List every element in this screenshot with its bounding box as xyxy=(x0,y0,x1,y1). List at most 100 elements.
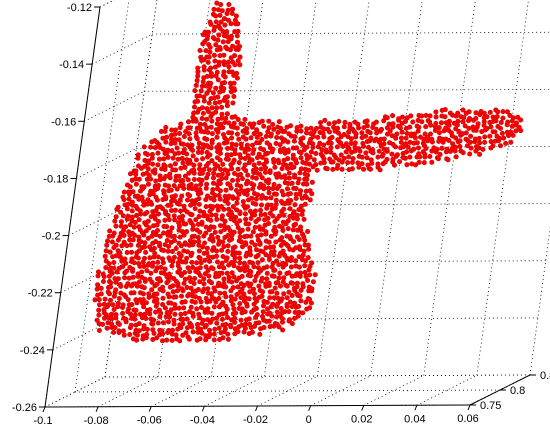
data-point xyxy=(187,125,193,131)
data-point xyxy=(481,110,487,116)
data-point xyxy=(359,161,365,167)
data-point xyxy=(124,206,130,212)
data-point xyxy=(224,255,230,261)
grid-line xyxy=(74,0,130,393)
data-point xyxy=(252,212,258,218)
data-point xyxy=(281,206,287,212)
grid-line xyxy=(210,0,264,377)
data-point xyxy=(261,123,267,129)
data-point xyxy=(235,117,241,123)
data-point xyxy=(218,2,224,8)
data-point xyxy=(184,325,190,331)
data-point xyxy=(223,115,229,121)
data-point xyxy=(463,130,469,136)
data-point xyxy=(144,326,150,332)
data-point xyxy=(146,158,152,164)
data-point xyxy=(210,187,216,193)
data-point xyxy=(260,289,266,295)
data-point xyxy=(216,264,222,270)
data-point xyxy=(215,259,221,265)
grid-line xyxy=(152,31,550,35)
data-point xyxy=(121,189,127,195)
data-point xyxy=(263,245,269,251)
x-tick-label: -0.04 xyxy=(190,414,215,426)
data-point xyxy=(166,183,172,189)
data-point xyxy=(238,172,244,178)
data-point xyxy=(286,317,292,323)
data-point xyxy=(438,120,444,126)
data-point xyxy=(251,286,257,292)
data-point xyxy=(217,290,223,296)
data-point xyxy=(219,213,225,219)
data-point xyxy=(436,130,442,136)
data-point xyxy=(100,271,106,277)
data-point xyxy=(196,140,202,146)
data-point xyxy=(146,291,152,297)
data-point xyxy=(176,137,182,143)
data-point xyxy=(129,199,135,205)
data-point xyxy=(391,162,397,168)
data-point xyxy=(176,305,182,311)
data-point xyxy=(235,39,241,45)
data-point xyxy=(416,159,422,165)
data-point xyxy=(149,152,155,158)
data-point xyxy=(180,141,186,147)
data-point xyxy=(398,135,404,141)
data-point xyxy=(177,266,183,272)
data-point xyxy=(178,165,184,171)
data-point xyxy=(361,166,367,172)
data-point xyxy=(309,260,315,266)
data-point xyxy=(94,286,100,292)
z-tick-label: -0.12 xyxy=(67,2,92,14)
data-point xyxy=(160,295,166,301)
data-point xyxy=(204,106,210,112)
data-point xyxy=(258,202,264,208)
data-point xyxy=(164,337,170,343)
data-point xyxy=(150,161,156,167)
data-point xyxy=(191,239,197,245)
data-point xyxy=(162,266,168,272)
data-point xyxy=(439,145,445,151)
data-point xyxy=(460,150,466,156)
data-point xyxy=(214,69,220,75)
data-point xyxy=(266,177,272,183)
data-point xyxy=(476,135,482,141)
data-point xyxy=(180,178,186,184)
data-point xyxy=(107,291,113,297)
data-point xyxy=(270,146,276,152)
data-point xyxy=(202,271,208,277)
data-point xyxy=(146,225,152,231)
data-point xyxy=(176,150,182,156)
data-point xyxy=(128,171,134,177)
data-point xyxy=(214,315,220,321)
data-point xyxy=(144,331,150,337)
data-point xyxy=(327,156,333,162)
data-point xyxy=(286,289,292,295)
data-point xyxy=(225,94,231,100)
data-point xyxy=(298,203,304,209)
data-point xyxy=(154,335,160,341)
data-point xyxy=(228,209,234,215)
data-point xyxy=(253,305,259,311)
data-point xyxy=(147,255,153,261)
data-point xyxy=(473,110,479,116)
data-point xyxy=(266,280,272,286)
data-point xyxy=(237,301,243,307)
data-point xyxy=(122,275,128,281)
data-point xyxy=(270,301,276,307)
grid-line xyxy=(263,0,317,377)
data-point xyxy=(182,310,188,316)
data-point xyxy=(276,275,282,281)
data-point xyxy=(110,302,116,308)
data-point xyxy=(201,286,207,292)
data-point xyxy=(286,170,292,176)
data-point xyxy=(116,321,122,327)
data-point xyxy=(221,280,227,286)
data-point xyxy=(277,142,283,148)
data-point xyxy=(171,254,177,260)
data-point xyxy=(251,121,257,127)
data-point xyxy=(304,144,310,150)
data-point xyxy=(128,242,134,248)
data-point xyxy=(179,229,185,235)
data-point xyxy=(298,287,304,293)
